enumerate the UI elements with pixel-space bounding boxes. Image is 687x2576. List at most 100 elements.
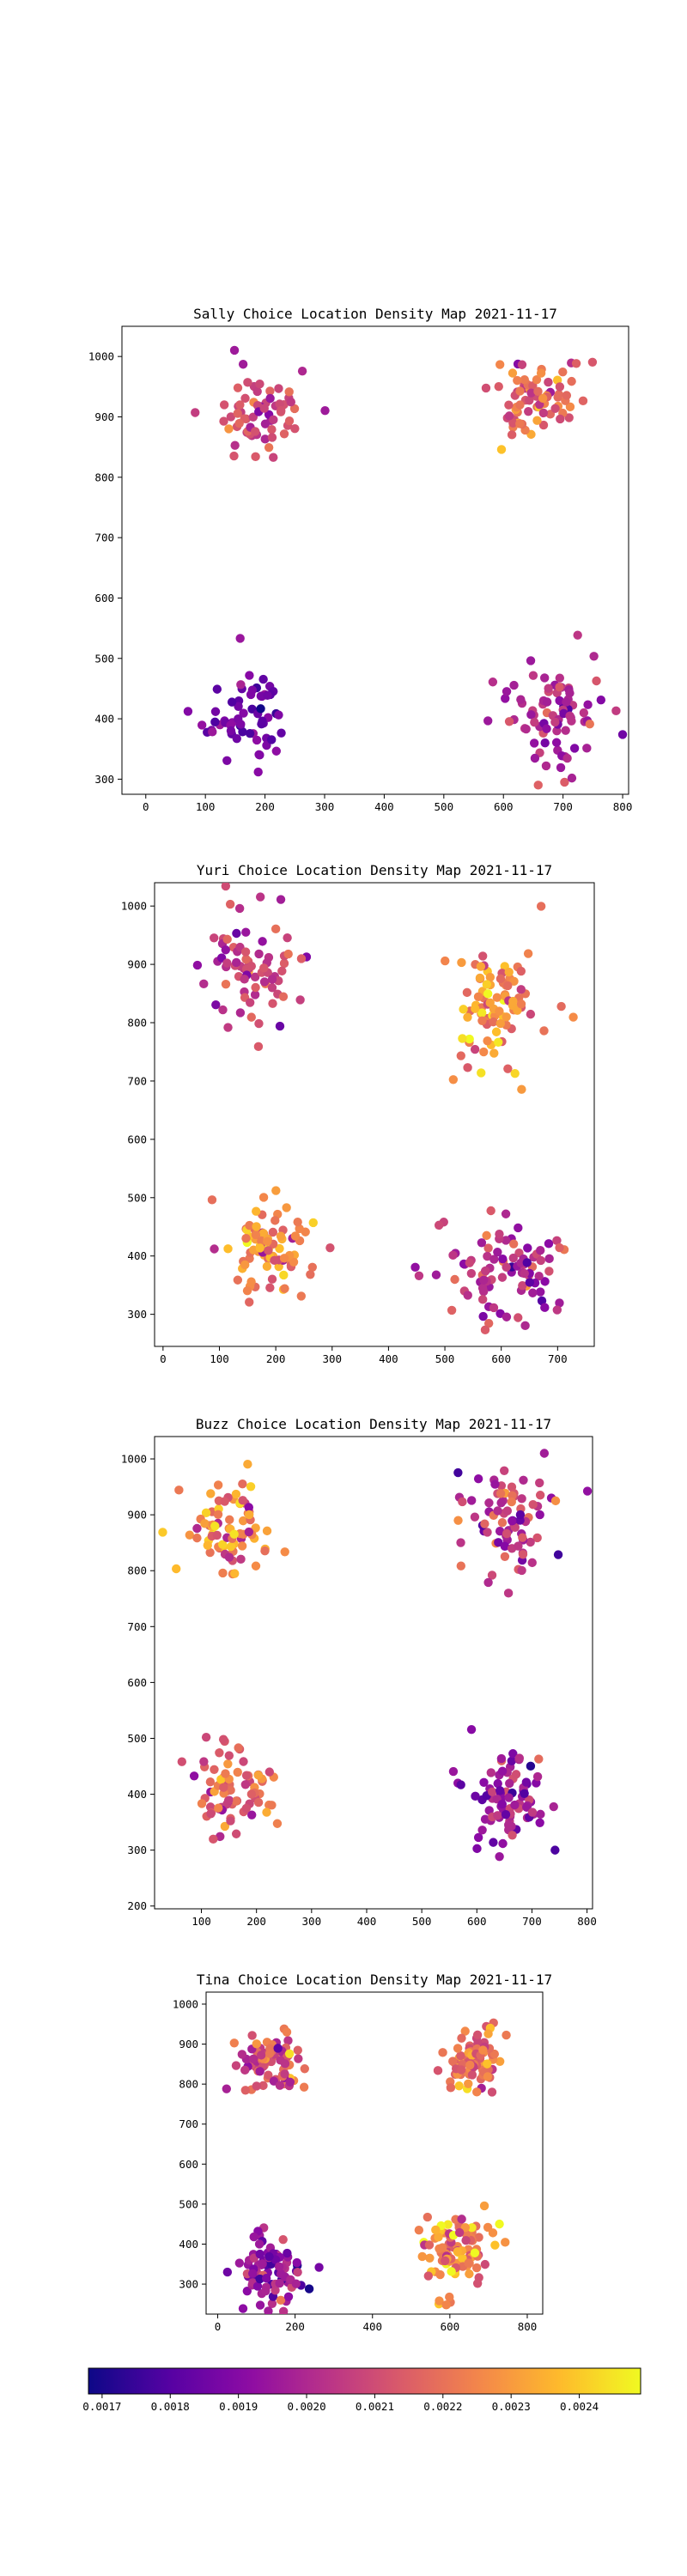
sally-location-point bbox=[540, 738, 550, 748]
sally-location-point bbox=[532, 416, 542, 425]
yuri-location-point bbox=[240, 947, 251, 957]
buzz-location-point bbox=[477, 1826, 487, 1835]
tina-location-point bbox=[280, 2059, 290, 2069]
tina-location-point bbox=[240, 2086, 251, 2095]
tina-location-point bbox=[495, 2057, 505, 2066]
tina-location-point bbox=[425, 2253, 435, 2263]
yuri-location-point bbox=[489, 1255, 499, 1264]
buzz-y-tick-label: 700 bbox=[127, 1620, 147, 1633]
yuri-location-point bbox=[523, 1243, 532, 1253]
yuri-location-point bbox=[223, 1023, 233, 1032]
colorbar-tick-label: 0.0019 bbox=[219, 2400, 258, 2413]
tina-location-point bbox=[480, 2259, 490, 2269]
buzz-location-point bbox=[197, 1799, 207, 1808]
yuri-y-tick-label: 1000 bbox=[121, 900, 147, 913]
yuri-location-point bbox=[463, 1063, 472, 1072]
buzz-location-point bbox=[236, 1554, 246, 1564]
yuri-location-point bbox=[192, 960, 203, 970]
yuri-location-point bbox=[221, 945, 231, 955]
buzz-location-point bbox=[262, 1807, 271, 1817]
yuri-location-point bbox=[483, 1243, 493, 1253]
tina-location-point bbox=[282, 2027, 292, 2037]
buzz-location-point bbox=[487, 1571, 497, 1580]
sally-location-point bbox=[256, 691, 266, 701]
tina-location-point bbox=[255, 2067, 264, 2076]
buzz-location-point bbox=[205, 1547, 215, 1558]
sally-location-point bbox=[617, 730, 628, 739]
sally-location-point bbox=[504, 717, 514, 726]
yuri-x-tick-label: 300 bbox=[322, 1352, 342, 1365]
yuri-location-point bbox=[246, 961, 257, 971]
buzz-y-tick-label: 400 bbox=[127, 1788, 147, 1801]
buzz-location-point bbox=[244, 1510, 254, 1520]
yuri-location-point bbox=[259, 963, 269, 973]
yuri-location-point bbox=[222, 958, 232, 968]
sally-y-tick-label: 900 bbox=[94, 410, 114, 423]
yuri-location-point bbox=[481, 1266, 490, 1276]
sally-x-tick-label: 700 bbox=[553, 800, 573, 813]
tina-location-point bbox=[293, 2267, 302, 2277]
yuri-location-point bbox=[251, 1230, 261, 1240]
yuri-location-point bbox=[263, 1236, 272, 1247]
colorbar-tick-label: 0.0022 bbox=[423, 2400, 462, 2413]
yuri-location-point bbox=[459, 1005, 468, 1014]
buzz-location-point bbox=[497, 1518, 508, 1528]
tina-location-point bbox=[283, 2292, 294, 2301]
yuri-location-point bbox=[492, 993, 502, 1002]
sally-location-point bbox=[222, 756, 232, 765]
sally-location-point bbox=[573, 630, 582, 640]
sally-y-tick-label: 400 bbox=[94, 713, 114, 726]
sally-location-point bbox=[253, 767, 263, 777]
buzz-location-point bbox=[229, 1529, 239, 1539]
sally-location-point bbox=[251, 427, 260, 436]
yuri-location-point bbox=[250, 972, 260, 982]
tina-location-point bbox=[294, 2054, 303, 2063]
colorbar-tick-label: 0.0023 bbox=[492, 2400, 531, 2413]
yuri-location-point bbox=[544, 1254, 554, 1264]
yuri-location-point bbox=[262, 1261, 272, 1272]
tina-location-point bbox=[280, 2069, 289, 2079]
yuri-location-point bbox=[293, 1217, 302, 1227]
buzz-location-point bbox=[231, 1489, 241, 1499]
buzz-location-point bbox=[233, 1767, 242, 1777]
yuri-location-point bbox=[536, 1255, 545, 1266]
yuri-location-point bbox=[456, 1051, 465, 1060]
buzz-location-point bbox=[508, 1516, 517, 1526]
buzz-location-point bbox=[253, 1797, 264, 1807]
buzz-location-point bbox=[241, 1803, 252, 1814]
yuri-location-point bbox=[465, 1258, 475, 1267]
buzz-location-point bbox=[246, 1482, 256, 1492]
sally-plot-frame bbox=[121, 325, 629, 795]
tina-location-point bbox=[247, 2031, 257, 2040]
tina-location-point bbox=[465, 2269, 474, 2279]
sally-location-point bbox=[234, 418, 244, 428]
buzz-location-point bbox=[518, 1550, 528, 1559]
sally-location-point bbox=[504, 400, 514, 410]
sally-location-point bbox=[555, 696, 564, 706]
buzz-x-tick-label: 700 bbox=[522, 1915, 542, 1928]
sally-location-point bbox=[555, 683, 564, 692]
yuri-location-point bbox=[254, 1018, 264, 1029]
sally-location-point bbox=[234, 702, 243, 711]
sally-location-point bbox=[530, 753, 540, 763]
yuri-x-tick-label: 500 bbox=[435, 1352, 455, 1365]
yuri-location-point bbox=[489, 1048, 499, 1058]
sally-location-point bbox=[544, 377, 553, 387]
tina-location-point bbox=[472, 2279, 483, 2288]
sally-location-point bbox=[245, 729, 255, 738]
tina-location-point bbox=[453, 2044, 463, 2053]
buzz-location-point bbox=[253, 1771, 263, 1780]
buzz-location-point bbox=[206, 1809, 216, 1819]
buzz-location-point bbox=[495, 1527, 505, 1536]
yuri-location-point bbox=[447, 1305, 457, 1315]
sally-location-point bbox=[265, 386, 275, 396]
tina-location-point bbox=[242, 2286, 252, 2296]
buzz-location-point bbox=[264, 1767, 275, 1777]
tina-location-point bbox=[258, 2259, 267, 2269]
tina-location-point bbox=[423, 2212, 433, 2222]
yuri-location-point bbox=[465, 1034, 474, 1044]
tina-location-point bbox=[231, 2061, 241, 2070]
yuri-location-point bbox=[278, 992, 289, 1001]
buzz-x-tick-label: 100 bbox=[192, 1915, 211, 1928]
yuri-location-point bbox=[275, 1021, 285, 1031]
